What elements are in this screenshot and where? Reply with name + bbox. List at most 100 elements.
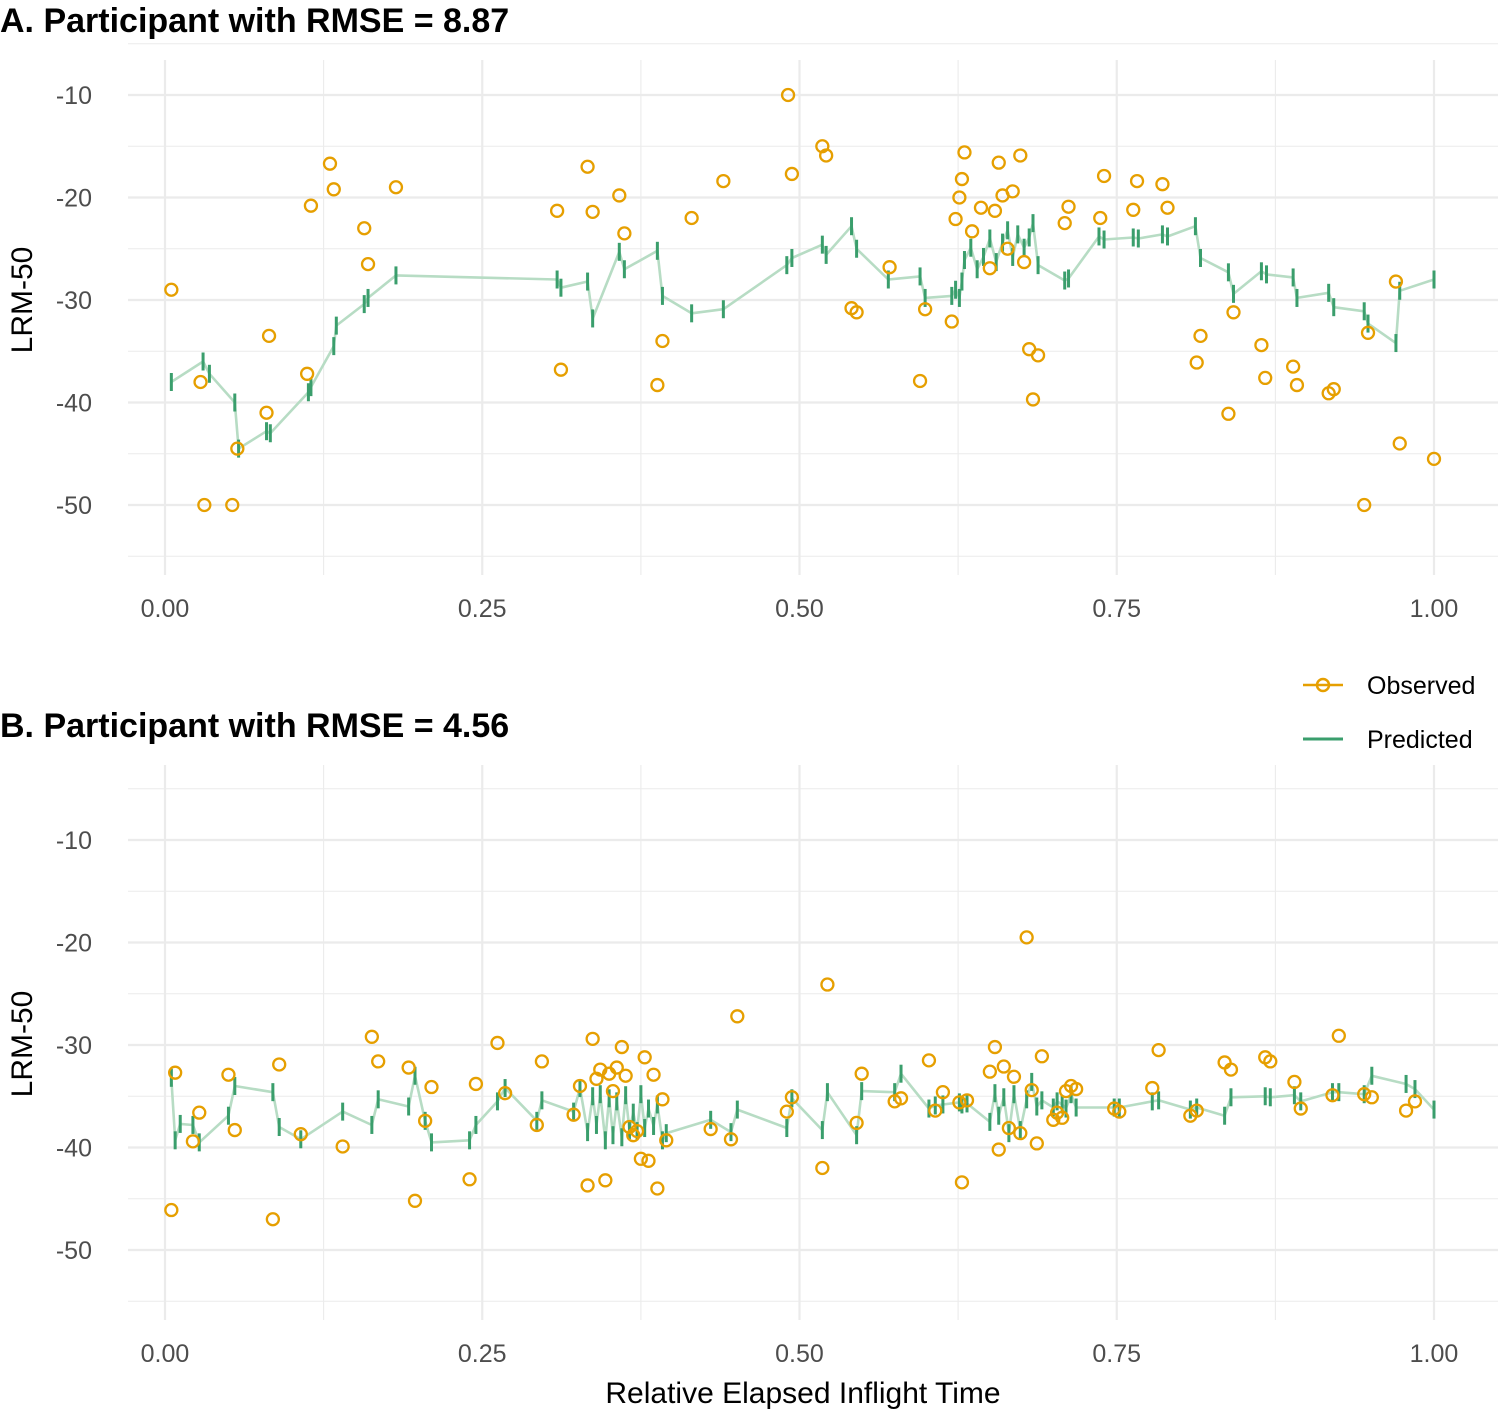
- panel-a-observed-point: [357, 221, 372, 236]
- panel-a-observed-point: [1357, 497, 1372, 513]
- panel-b-observed-point: [1024, 1082, 1039, 1098]
- legend-observed-marker: [1315, 677, 1331, 693]
- panel-b-y-tick-label: -40: [56, 1135, 92, 1163]
- panel-a-observed-point: [360, 256, 376, 272]
- panel-a-observed-point: [952, 190, 967, 205]
- panel-b-observed-point: [168, 1065, 183, 1080]
- panel-b-observed-point: [849, 1115, 864, 1131]
- panel-b-observed-point: [641, 1153, 656, 1168]
- panel-b-y-tick-label: -10: [56, 827, 92, 855]
- panel-a-observed-point: [1061, 199, 1076, 214]
- panel-a-observed-point: [780, 87, 796, 103]
- panel-b-y-tick-label: -20: [56, 930, 92, 958]
- panel-b-observed-point: [893, 1091, 909, 1106]
- panel-b-observed-point: [626, 1128, 641, 1143]
- panel-a-x-tick-label: 1.00: [1410, 595, 1459, 623]
- panel-a-observed-point: [1093, 210, 1108, 226]
- panel-b-y-tick-label: -50: [56, 1237, 92, 1265]
- panel-b-observed-point: [1364, 1090, 1379, 1105]
- panel-a-observed-point: [261, 328, 277, 344]
- panel-b-observed-point: [566, 1107, 581, 1122]
- panel-a-observed-point: [197, 497, 212, 513]
- panel-b-observed-point: [1398, 1103, 1414, 1118]
- panel-b-observed-point: [935, 1085, 951, 1100]
- panel-a-observed-point: [1193, 328, 1208, 344]
- panel-a-observed-point: [1426, 451, 1442, 467]
- panel-a-observed-point: [617, 226, 632, 241]
- panel-b-observed-point: [646, 1067, 661, 1082]
- panel-a-observed-point: [1155, 177, 1170, 192]
- panel-a-observed-point: [230, 441, 245, 456]
- panel-a-x-tick-labels: 0.00 0.25 0.50 0.75 1.00: [141, 595, 1459, 623]
- panel-a-y-tick-label: -50: [56, 492, 92, 520]
- panel-a-predicted-series: [169, 214, 1436, 458]
- panel-b-observed-point: [185, 1134, 201, 1149]
- panel-a-observed-point: [1392, 436, 1407, 451]
- panel-a-y-tick-labels: -10 -20 -30 -40 -50: [56, 82, 92, 520]
- panel-a-title: A. Participant with RMSE = 8.87: [0, 2, 509, 40]
- panel-a-observed-point: [1360, 325, 1376, 340]
- panel-b-x-tick-labels: 0.00 0.25 0.50 0.75 1.00: [141, 1340, 1459, 1368]
- panel-a-x-tick-label: 0.00: [141, 595, 190, 623]
- panel-a-y-tick-label: -10: [56, 82, 92, 110]
- panel-b-observed-point: [497, 1086, 513, 1101]
- panel-b-x-tick-label: 0.00: [141, 1340, 190, 1368]
- panel-b-observed-point: [609, 1060, 624, 1075]
- panel-a-observed-point: [944, 314, 959, 329]
- panel-b-title: B. Participant with RMSE = 4.56: [0, 707, 509, 745]
- panel-a-observed-point: [1289, 377, 1305, 393]
- panel-a-y-tick-label: -30: [56, 287, 92, 315]
- panel-b-observed-point: [954, 1175, 970, 1190]
- panel-b-observed-point: [529, 1117, 544, 1133]
- panel-a-x-tick-label: 0.50: [775, 595, 824, 623]
- panel-a-observed-point: [1025, 392, 1041, 407]
- panel-b-observed-point: [1263, 1054, 1278, 1069]
- panel-b-observed-point: [272, 1057, 287, 1072]
- panel-b-observed-point: [730, 1009, 745, 1024]
- panel-a-observed-point: [650, 377, 665, 393]
- panel-a-observed-point: [912, 373, 928, 389]
- panel-b-observed-point: [580, 1178, 595, 1193]
- panel-a-observed-point: [580, 159, 595, 174]
- panel-b-observed-point: [1293, 1101, 1308, 1116]
- panel-a-observed-point: [964, 224, 980, 239]
- panel-a-observed-point: [322, 156, 338, 171]
- panel-b-observed-point: [424, 1079, 439, 1095]
- panel-b-observed-point: [265, 1212, 281, 1227]
- panel-a-y-tick-label: -40: [56, 390, 92, 418]
- panel-b-x-tick-label: 0.75: [1092, 1340, 1141, 1368]
- panel-b-x-tick-label: 1.00: [1410, 1340, 1459, 1368]
- panel-b-observed-point: [622, 1119, 637, 1135]
- panel-b-observed-point: [164, 1202, 179, 1218]
- panel-b-observed-point: [618, 1068, 633, 1083]
- panel-b-observed-point: [1013, 1126, 1028, 1141]
- panel-a-observed-point: [849, 305, 864, 320]
- panel-a-observed-point: [1000, 241, 1015, 256]
- panel-b-observed-point: [723, 1132, 739, 1147]
- panel-b-observed-point: [1068, 1081, 1084, 1097]
- panel-b-observed-point: [629, 1123, 645, 1139]
- panel-b-observed-point: [534, 1054, 550, 1069]
- panel-b-observed-point: [1006, 1069, 1022, 1084]
- panel-b-x-tick-label: 0.25: [458, 1340, 507, 1368]
- panel-b-observed-point: [192, 1105, 207, 1120]
- panel-a-observed-point: [299, 366, 315, 381]
- panel-a-observed-point: [954, 171, 970, 187]
- panel-b-observed-point: [928, 1103, 943, 1118]
- panel-a-observed-point: [388, 180, 404, 195]
- panel-a-observed-point: [612, 188, 627, 203]
- panel-b-observed-point: [227, 1122, 242, 1138]
- panel-b-y-tick-label: -30: [56, 1032, 92, 1060]
- panel-a-observed-point: [991, 155, 1006, 170]
- panel-b-predicted-line: [170, 1072, 1435, 1144]
- panel-b-observed-point: [1287, 1074, 1302, 1090]
- panel-a-observed-point: [716, 173, 731, 189]
- panel-b-observed-point: [1034, 1049, 1050, 1064]
- panel-b-grid: [128, 765, 1498, 1320]
- panel-b-observed-point: [659, 1133, 674, 1148]
- panel-b-y-axis-title: LRM-50: [6, 991, 39, 1098]
- panel-b-observed-point: [605, 1083, 621, 1099]
- panel-a-observed-point: [1096, 168, 1112, 184]
- panel-b-observed-point: [1189, 1103, 1204, 1118]
- panel-a-observed-point: [948, 211, 963, 227]
